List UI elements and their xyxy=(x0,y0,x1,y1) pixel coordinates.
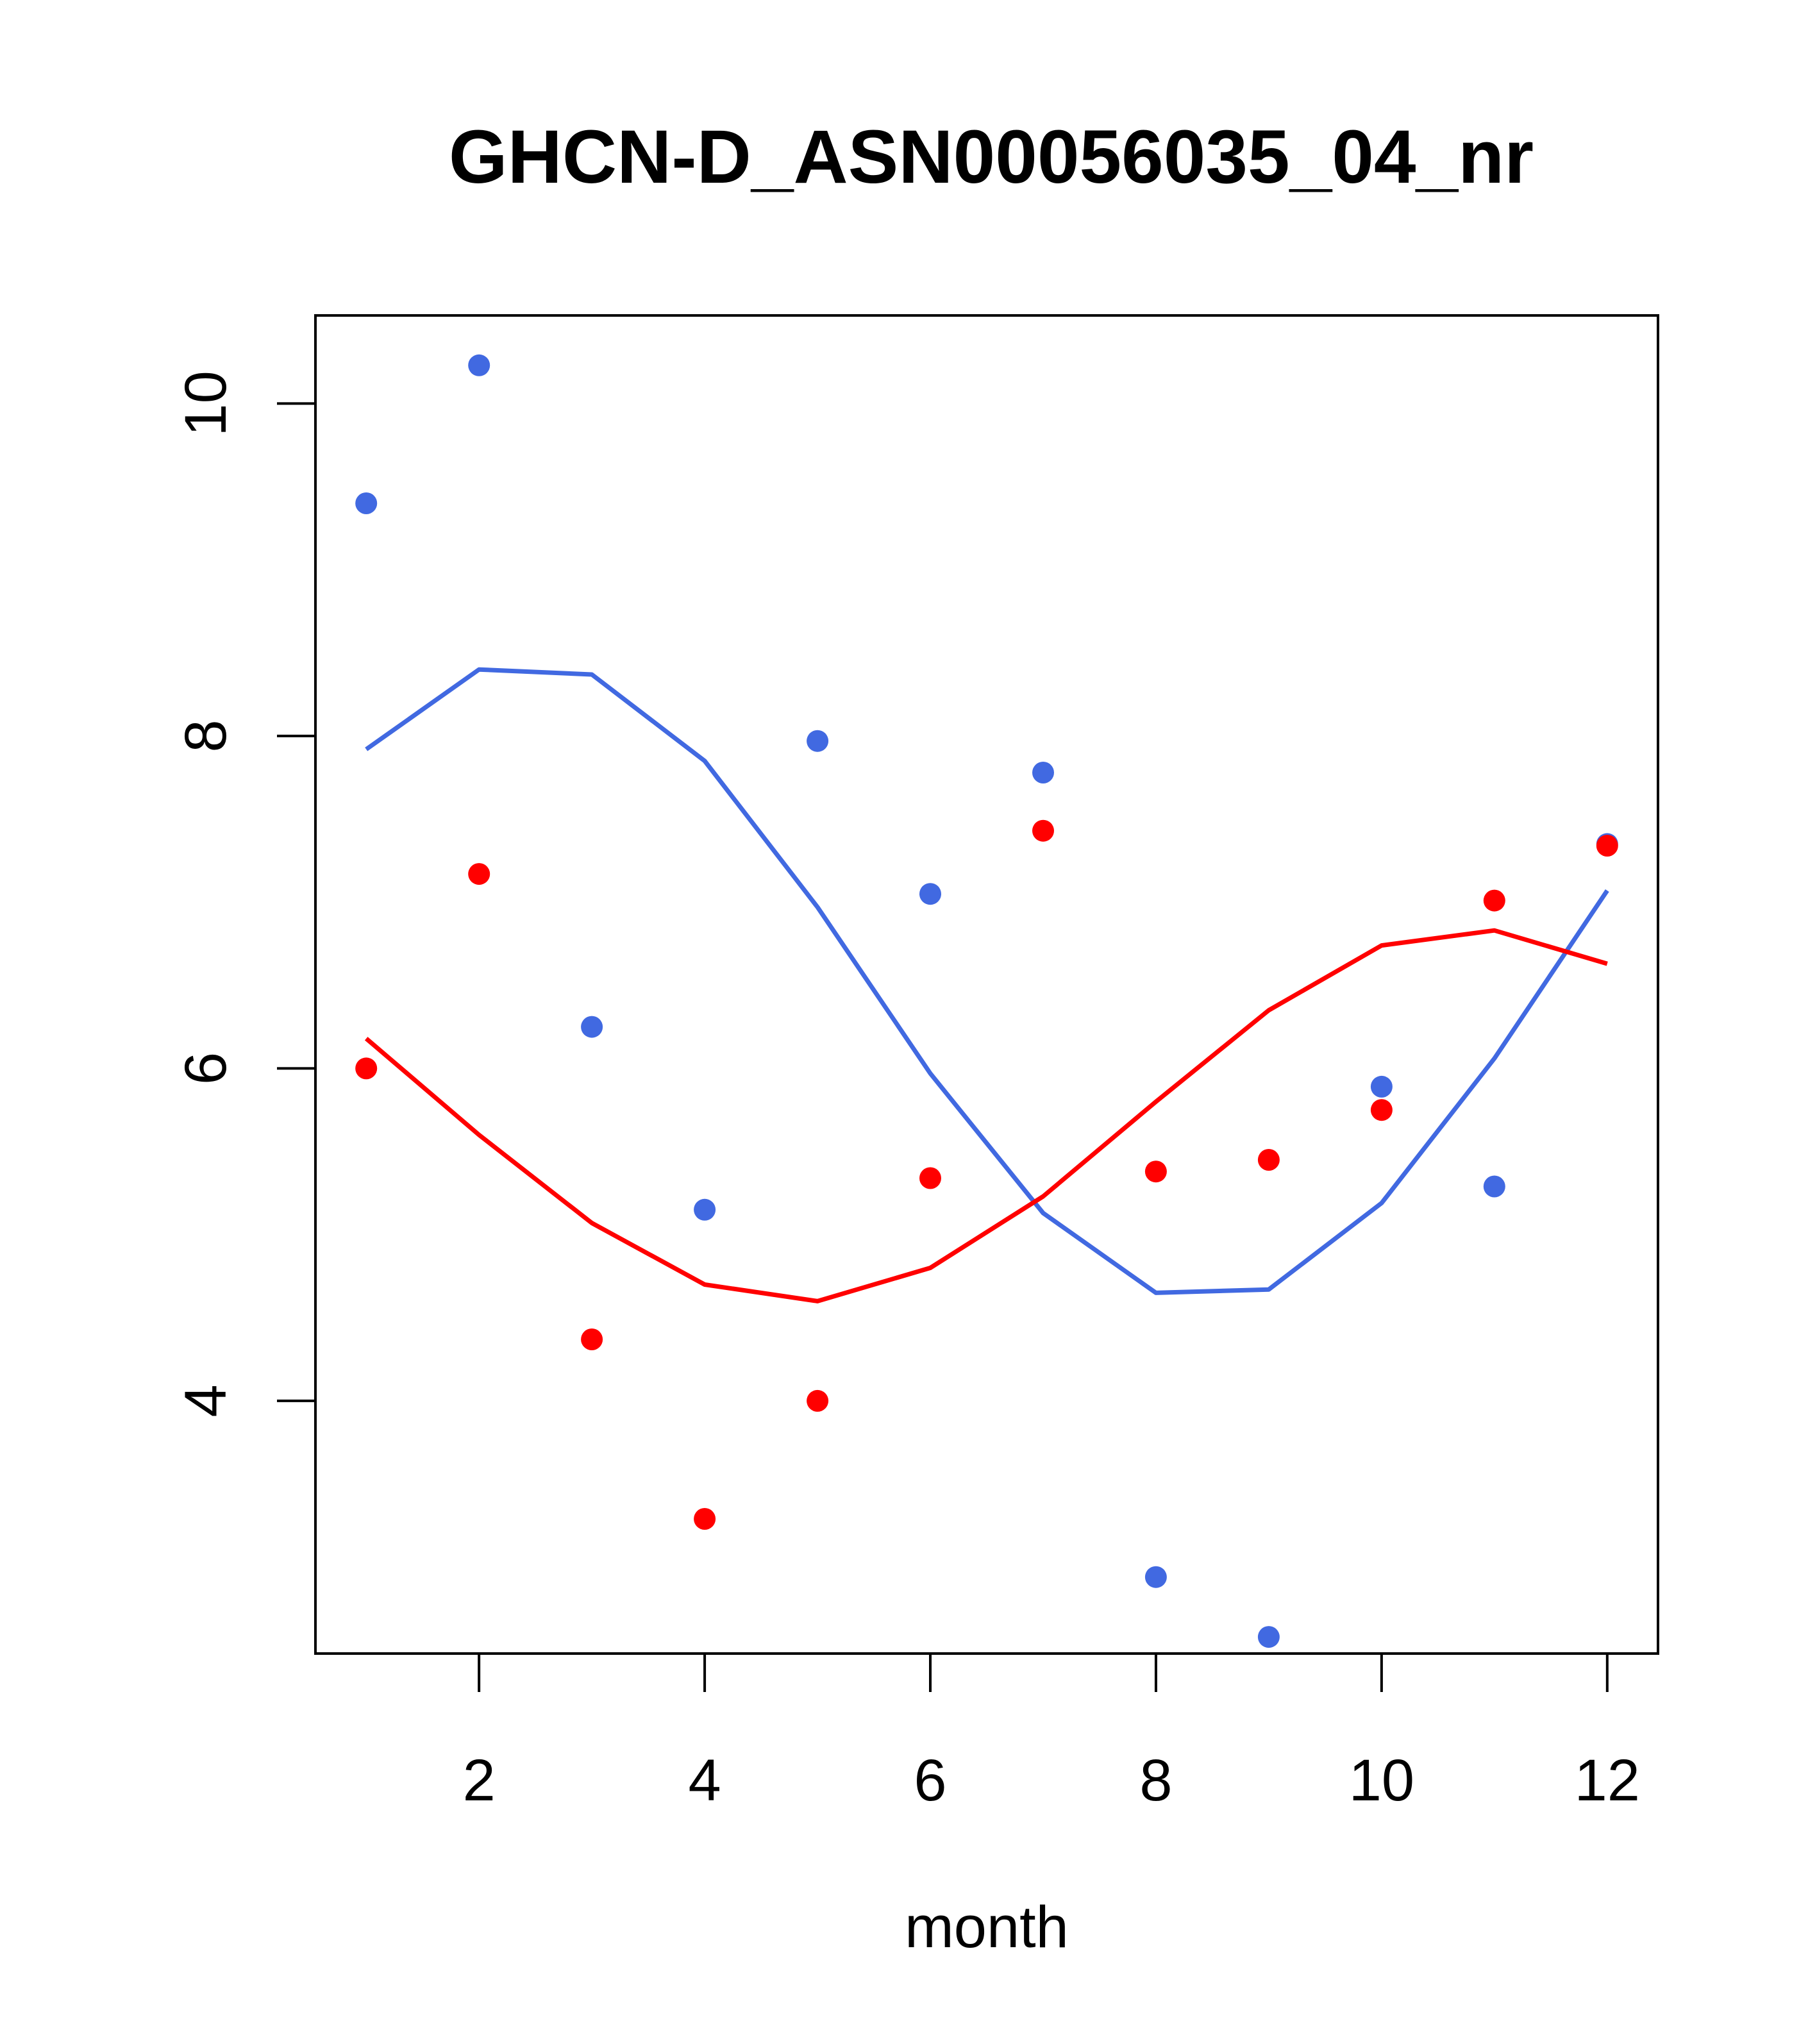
y-axis: 4 6 8 10 xyxy=(173,371,317,1417)
y-tick-label-8: 8 xyxy=(173,719,239,752)
x-tick-label-2: 2 xyxy=(463,1748,496,1813)
series-1-point-6 xyxy=(919,1167,941,1189)
series-0-point-2 xyxy=(468,354,490,376)
series-1-point-9 xyxy=(1257,1149,1280,1171)
series-0-point-4 xyxy=(694,1198,716,1221)
series-1-point-3 xyxy=(581,1328,603,1350)
series-0-point-10 xyxy=(1370,1075,1393,1098)
series-1-point-1 xyxy=(355,1057,378,1080)
series-1-point-11 xyxy=(1483,889,1505,912)
chart-title: GHCN-D_ASN00056035_04_nr xyxy=(449,115,1534,199)
series-1-point-5 xyxy=(807,1389,829,1412)
x-tick-label-12: 12 xyxy=(1575,1748,1640,1813)
series-1-point-10 xyxy=(1370,1099,1393,1121)
series-layer xyxy=(355,354,1618,1648)
series-0-point-5 xyxy=(807,730,829,752)
series-1-point-12 xyxy=(1596,835,1618,857)
series-1-point-8 xyxy=(1144,1160,1167,1183)
series-0-point-7 xyxy=(1032,762,1054,783)
y-tick-label-4: 4 xyxy=(173,1384,239,1417)
series-1-point-7 xyxy=(1032,819,1054,842)
series-1-point-4 xyxy=(694,1508,716,1530)
series-0-point-6 xyxy=(919,883,941,905)
x-axis-label: month xyxy=(905,1895,1069,1960)
series-0-point-3 xyxy=(581,1016,603,1038)
series-1-smooth-line xyxy=(364,928,1608,1303)
series-0-point-9 xyxy=(1257,1626,1280,1648)
series-0-point-11 xyxy=(1483,1175,1505,1198)
x-tick-label-6: 6 xyxy=(914,1748,946,1813)
y-tick-label-6: 6 xyxy=(173,1052,239,1085)
x-tick-label-8: 8 xyxy=(1139,1748,1172,1813)
series-0-point-8 xyxy=(1144,1566,1167,1588)
x-tick-label-10: 10 xyxy=(1349,1748,1414,1813)
x-axis: 2 4 6 8 10 12 xyxy=(463,1652,1640,1813)
series-0-smooth-line xyxy=(365,667,1609,1295)
series-1-point-2 xyxy=(468,863,490,885)
y-tick-label-10: 10 xyxy=(173,371,239,436)
series-0-point-1 xyxy=(355,492,378,514)
x-tick-label-4: 4 xyxy=(688,1748,721,1813)
